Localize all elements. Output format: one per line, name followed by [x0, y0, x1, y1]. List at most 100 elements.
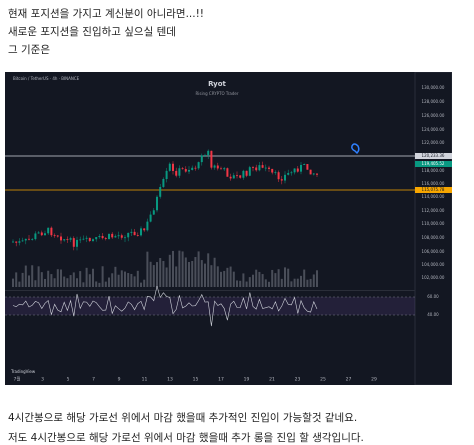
- volume-bar: [200, 260, 203, 287]
- volume-bar: [300, 275, 302, 287]
- volume-bar: [98, 282, 101, 287]
- candle-body: [31, 239, 34, 240]
- price-label: 116,000.00: [422, 181, 445, 186]
- candle-body: [232, 175, 235, 179]
- volume-bar: [316, 270, 318, 287]
- candle-body: [242, 170, 245, 178]
- volume-bar: [245, 281, 248, 287]
- date-label: 7: [92, 377, 95, 383]
- volume-bar: [172, 250, 174, 287]
- price-label: 102,000.00: [422, 275, 445, 280]
- date-label: 15: [193, 377, 199, 383]
- chart-bg: [5, 72, 452, 385]
- volume-bar: [248, 277, 251, 287]
- date-label: 19: [244, 377, 250, 383]
- candle-body: [37, 232, 40, 234]
- volume-bar: [296, 278, 299, 287]
- volume-bar: [309, 278, 312, 287]
- candle-body: [261, 165, 264, 168]
- volume-bar: [53, 278, 56, 287]
- date-label: 21: [269, 377, 275, 383]
- volume-bar: [303, 269, 306, 287]
- rsi-label: 40.00: [427, 312, 439, 317]
- volume-bar: [258, 271, 261, 287]
- drawn-mark: [351, 143, 360, 155]
- volume-bar: [312, 274, 315, 287]
- volume-bar: [271, 269, 274, 287]
- candle-body: [229, 176, 232, 179]
- candle-body: [223, 168, 226, 170]
- date-label: 5: [67, 377, 70, 383]
- candle-body: [120, 235, 123, 238]
- volume-bar: [213, 257, 216, 287]
- date-label: 17: [218, 377, 224, 383]
- price-label: 104,000.00: [422, 262, 445, 267]
- symbol: Bitcoin / TetherUS · 4h · BINANCE: [13, 76, 80, 81]
- candle-body: [194, 167, 197, 169]
- date-label: 29: [371, 377, 377, 383]
- candle-body: [213, 165, 216, 168]
- volume-bar: [72, 272, 75, 287]
- candle-body: [184, 169, 187, 172]
- candle-body: [165, 170, 168, 179]
- volume-bar: [95, 281, 98, 287]
- rsi-label: 60.00: [427, 294, 439, 299]
- candle-body: [66, 239, 69, 240]
- date-label: 9: [118, 377, 121, 383]
- candle-body: [226, 168, 229, 177]
- volume-bar: [290, 281, 293, 287]
- candle-body: [290, 172, 293, 174]
- candle-body: [44, 233, 46, 236]
- date-label: 23: [295, 377, 301, 383]
- volume-bar: [236, 280, 238, 287]
- candle-body: [216, 165, 219, 169]
- candle-body: [264, 167, 267, 169]
- watermark: TradingView: [10, 369, 36, 374]
- volume-bar: [274, 273, 277, 287]
- volume-bar: [133, 276, 136, 287]
- candle-body: [149, 214, 152, 222]
- volume-bar: [101, 266, 104, 287]
- volume-bar: [207, 253, 210, 287]
- candle-body: [140, 228, 142, 236]
- candle-body: [236, 175, 238, 177]
- candle-body: [117, 235, 120, 237]
- price-tag: 120,233.36: [422, 153, 445, 158]
- volume-bar: [18, 281, 21, 287]
- volume-bar: [277, 269, 280, 287]
- candle-body: [12, 241, 14, 243]
- candle-body: [277, 172, 280, 180]
- price-label: 114,000.00: [422, 194, 445, 199]
- page: 현재 포지션을 가지고 계신분이 아니라면...!! 새로운 포지션을 진입하고…: [5, 8, 452, 444]
- candle-body: [245, 170, 248, 176]
- volume-bar: [82, 282, 85, 287]
- price-label: 130,000.00: [422, 85, 445, 90]
- volume-bar: [146, 251, 149, 287]
- volume-bar: [226, 267, 229, 287]
- candle-body: [220, 168, 222, 170]
- price-label: 128,000.00: [422, 99, 445, 104]
- volume-bar: [229, 266, 232, 287]
- candle-body: [79, 239, 82, 241]
- candle-body: [255, 167, 258, 171]
- volume-bar: [143, 279, 146, 287]
- candle-body: [76, 239, 78, 247]
- volume-bar: [15, 272, 18, 287]
- candle-body: [88, 237, 91, 241]
- volume-bar: [156, 262, 158, 287]
- price-label: 126,000.00: [422, 113, 445, 118]
- volume-bar: [287, 268, 290, 287]
- post-line: 그 기준은: [8, 44, 50, 56]
- price-axis: [414, 72, 452, 385]
- candle-body: [104, 238, 107, 239]
- candle-body: [252, 167, 254, 168]
- candle-body: [21, 240, 24, 242]
- volume-bar: [92, 268, 94, 287]
- candle-body: [312, 173, 315, 175]
- volume-bar: [162, 260, 165, 287]
- volume-bar: [79, 271, 82, 287]
- volume-bar: [76, 278, 78, 287]
- volume-bar: [117, 274, 120, 287]
- volume-bar: [47, 270, 50, 287]
- candle-body: [207, 150, 210, 156]
